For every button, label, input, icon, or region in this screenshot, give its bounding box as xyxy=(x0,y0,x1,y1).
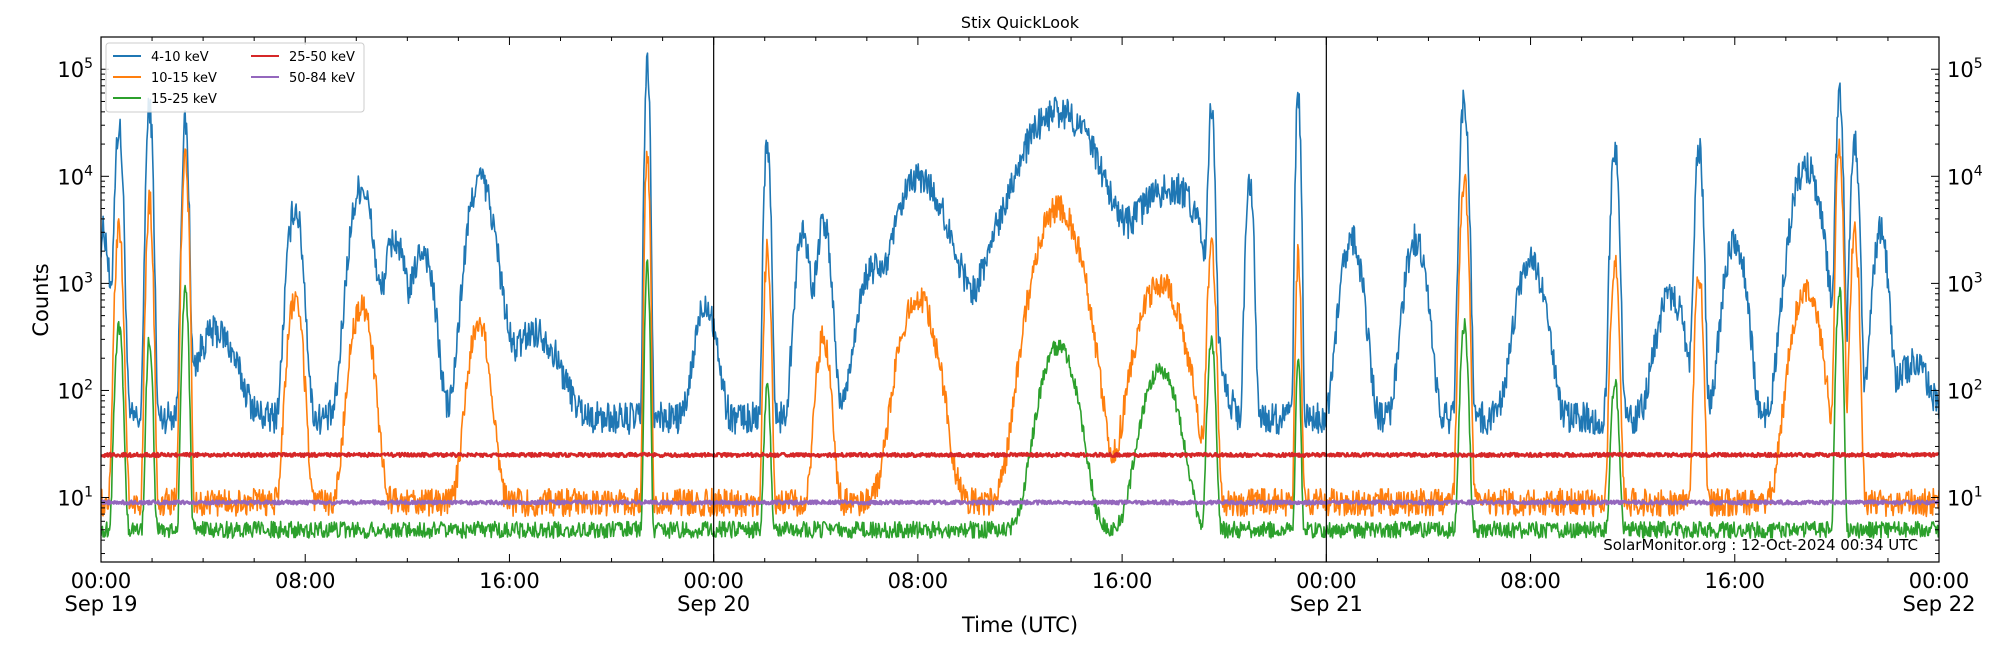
legend-label: 25-50 keV xyxy=(289,50,355,65)
x-tick-label-time: 08:00 xyxy=(888,569,949,593)
x-axis-label: Time (UTC) xyxy=(961,613,1078,637)
y-tick-base: 10 xyxy=(1947,58,1974,82)
y-tick-exponent: 5 xyxy=(84,56,93,72)
plot-frame xyxy=(100,36,1940,563)
x-tick-label-date: Sep 21 xyxy=(1290,592,1363,616)
y-tick-label-left: 104 xyxy=(57,163,93,189)
y-tick-label-left: 101 xyxy=(57,485,93,511)
y-tick-base: 10 xyxy=(1947,379,1974,403)
y-tick-exponent: 4 xyxy=(1974,163,1983,179)
y-tick-label-right: 105 xyxy=(1947,56,1983,82)
y-tick-base: 10 xyxy=(57,58,84,82)
series-line-50-84-kev xyxy=(101,499,1939,506)
y-tick-exponent: 2 xyxy=(84,377,93,393)
y-tick-base: 10 xyxy=(57,487,84,511)
y-tick-label-right: 103 xyxy=(1947,270,1983,296)
legend-label: 10-15 keV xyxy=(151,71,217,86)
y-tick-base: 10 xyxy=(57,165,84,189)
y-tick-base: 10 xyxy=(1947,165,1974,189)
y-tick-label-right: 102 xyxy=(1947,377,1983,403)
y-tick-base: 10 xyxy=(57,379,84,403)
series-layer xyxy=(101,52,1939,539)
y-tick-label-right: 101 xyxy=(1947,485,1983,511)
y-tick-exponent: 1 xyxy=(1974,485,1983,501)
y-tick-exponent: 1 xyxy=(84,485,93,501)
x-tick-label-time: 00:00 xyxy=(683,569,744,593)
y-tick-label-left: 103 xyxy=(57,270,93,296)
legend-label: 4-10 keV xyxy=(151,50,209,65)
y-tick-label-right: 104 xyxy=(1947,163,1983,189)
legend: 4-10 keV 10-15 keV 15-25 keV 25-50 keV 50-84… xyxy=(105,42,365,113)
y-tick-base: 10 xyxy=(1947,487,1974,511)
y-tick-base: 10 xyxy=(57,272,84,296)
watermark-text: SolarMonitor.org : 12-Oct-2024 00:34 UTC xyxy=(1603,536,1918,554)
y-tick-exponent: 5 xyxy=(1974,56,1983,72)
x-tick-label-date: Sep 19 xyxy=(65,592,138,616)
legend-box xyxy=(105,42,365,113)
x-tick-label-date: Sep 22 xyxy=(1903,592,1976,616)
x-tick-label-time: 16:00 xyxy=(1092,569,1153,593)
x-tick-label-time: 08:00 xyxy=(1500,569,1561,593)
day-boundary-layer xyxy=(713,37,1327,562)
x-tick-label-time: 00:00 xyxy=(1296,569,1357,593)
y-tick-exponent: 3 xyxy=(84,270,93,286)
series-line-25-50-kev xyxy=(101,451,1939,459)
y-tick-label-left: 105 xyxy=(57,56,93,82)
y-tick-base: 10 xyxy=(1947,272,1974,296)
y-tick-label-left: 102 xyxy=(57,377,93,403)
y-tick-exponent: 2 xyxy=(1974,377,1983,393)
series-line-4-10-kev xyxy=(101,52,1939,436)
legend-label: 15-25 keV xyxy=(151,92,217,107)
x-tick-label-date: Sep 20 xyxy=(677,592,750,616)
x-tick-label-time: 16:00 xyxy=(479,569,540,593)
x-tick-label-time: 08:00 xyxy=(275,569,336,593)
series-line-15-25-kev xyxy=(101,259,1939,539)
series-line-10-15-kev xyxy=(101,138,1939,518)
y-tick-exponent: 4 xyxy=(84,163,93,179)
x-tick-label-time: 00:00 xyxy=(1909,569,1970,593)
x-tick-label-time: 16:00 xyxy=(1705,569,1766,593)
chart-title: Stix QuickLook xyxy=(961,13,1080,32)
legend-label: 50-84 keV xyxy=(289,71,355,86)
y-axis-label: Counts xyxy=(29,263,53,336)
x-tick-label-time: 00:00 xyxy=(71,569,132,593)
y-tick-exponent: 3 xyxy=(1974,270,1983,286)
